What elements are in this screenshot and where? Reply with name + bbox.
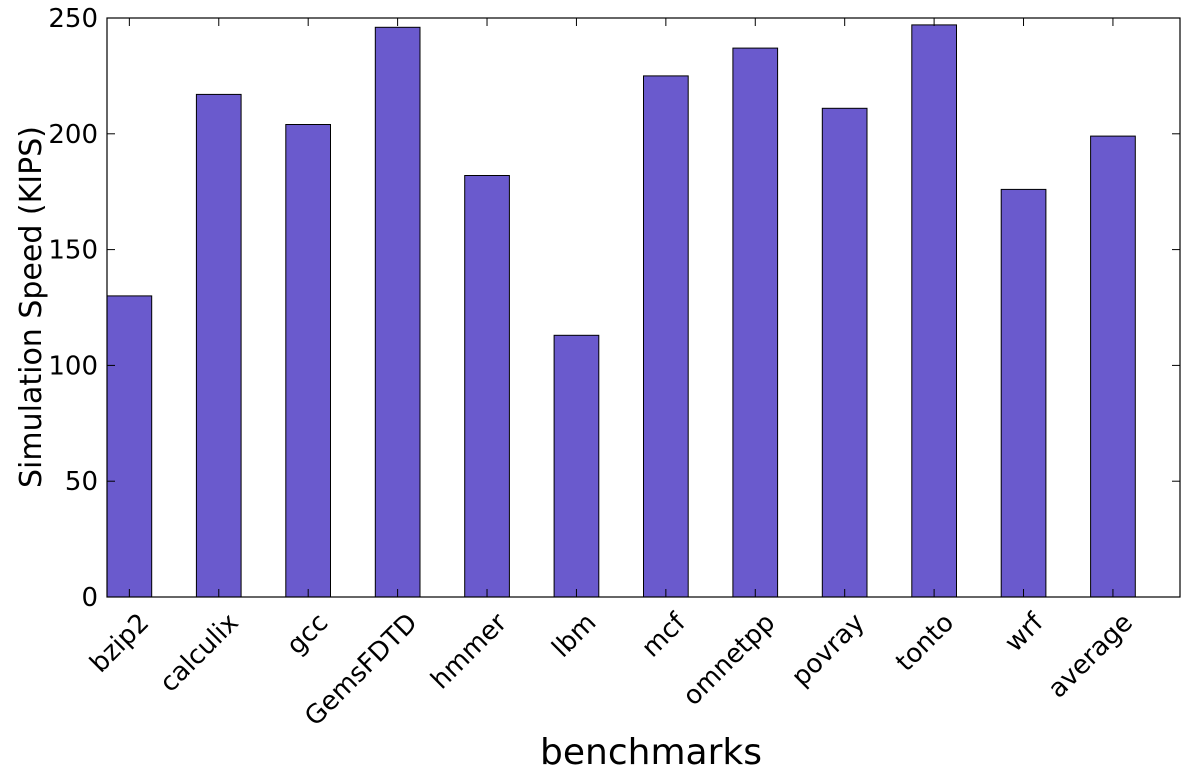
y-tick-label: 150 [48, 236, 98, 266]
y-tick-label: 100 [48, 351, 98, 381]
bar-hmmer [464, 175, 510, 598]
bar-lbm [553, 334, 600, 598]
bar-bzip2 [106, 295, 153, 598]
bar-wrf [1000, 188, 1047, 598]
x-tick-label-bzip2: bzip2 [84, 608, 155, 679]
x-tick-label-average: average [1042, 608, 1138, 704]
bar-mcf [643, 75, 689, 598]
x-tick-label-wrf: wrf [999, 607, 1050, 658]
x-tick-label-gcc: gcc [281, 608, 334, 661]
bar-GemsFDTD [374, 26, 421, 598]
y-tick-label: 0 [81, 583, 98, 613]
bar-tonto [911, 24, 957, 598]
x-tick-label-hmmer: hmmer [425, 608, 513, 696]
x-tick-label-calculix: calculix [154, 608, 245, 699]
x-axis-label: benchmarks [540, 732, 762, 773]
bar-average [1090, 135, 1136, 598]
bar-calculix [195, 93, 242, 598]
x-tick-label-tonto: tonto [890, 608, 960, 678]
x-tick-label-mcf: mcf [636, 607, 692, 663]
y-tick-label: 200 [48, 120, 98, 150]
bars-group [106, 24, 1136, 598]
x-tick-label-povray: povray [786, 608, 871, 693]
bar-gcc [285, 124, 331, 598]
x-tick-label-lbm: lbm [546, 608, 602, 664]
y-tick-label: 250 [48, 4, 98, 34]
y-axis-label: Simulation Speed (KIPS) [14, 126, 49, 488]
y-tick-label: 50 [65, 467, 98, 497]
y-axis: 0 50 100 150 200 250 [48, 4, 1180, 613]
bar-povray [821, 107, 868, 598]
bar-omnetpp [732, 47, 779, 598]
x-tick-label-omnetpp: omnetpp [677, 608, 781, 712]
plot-frame [106, 17, 1181, 598]
